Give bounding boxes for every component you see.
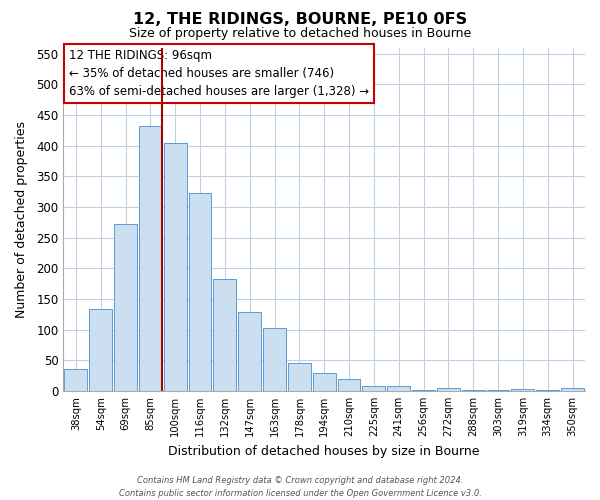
Bar xyxy=(437,388,460,391)
Bar xyxy=(89,310,112,391)
Bar xyxy=(214,278,236,391)
Bar xyxy=(511,389,535,391)
Bar xyxy=(561,388,584,391)
Bar xyxy=(263,328,286,391)
Bar xyxy=(139,126,162,391)
Bar xyxy=(412,390,435,391)
Text: Contains HM Land Registry data © Crown copyright and database right 2024.
Contai: Contains HM Land Registry data © Crown c… xyxy=(119,476,481,498)
Bar xyxy=(388,386,410,391)
Bar xyxy=(64,370,87,391)
Bar xyxy=(462,390,485,391)
Bar xyxy=(487,390,509,391)
Bar xyxy=(536,390,559,391)
Y-axis label: Number of detached properties: Number of detached properties xyxy=(15,120,28,318)
Bar xyxy=(288,364,311,391)
Bar xyxy=(114,224,137,391)
Bar xyxy=(238,312,261,391)
Bar xyxy=(313,372,335,391)
Text: Size of property relative to detached houses in Bourne: Size of property relative to detached ho… xyxy=(129,28,471,40)
Text: 12 THE RIDINGS: 96sqm
← 35% of detached houses are smaller (746)
63% of semi-det: 12 THE RIDINGS: 96sqm ← 35% of detached … xyxy=(68,49,369,98)
X-axis label: Distribution of detached houses by size in Bourne: Distribution of detached houses by size … xyxy=(169,444,480,458)
Bar xyxy=(188,194,211,391)
Bar xyxy=(362,386,385,391)
Bar xyxy=(338,378,361,391)
Bar xyxy=(164,142,187,391)
Text: 12, THE RIDINGS, BOURNE, PE10 0FS: 12, THE RIDINGS, BOURNE, PE10 0FS xyxy=(133,12,467,28)
